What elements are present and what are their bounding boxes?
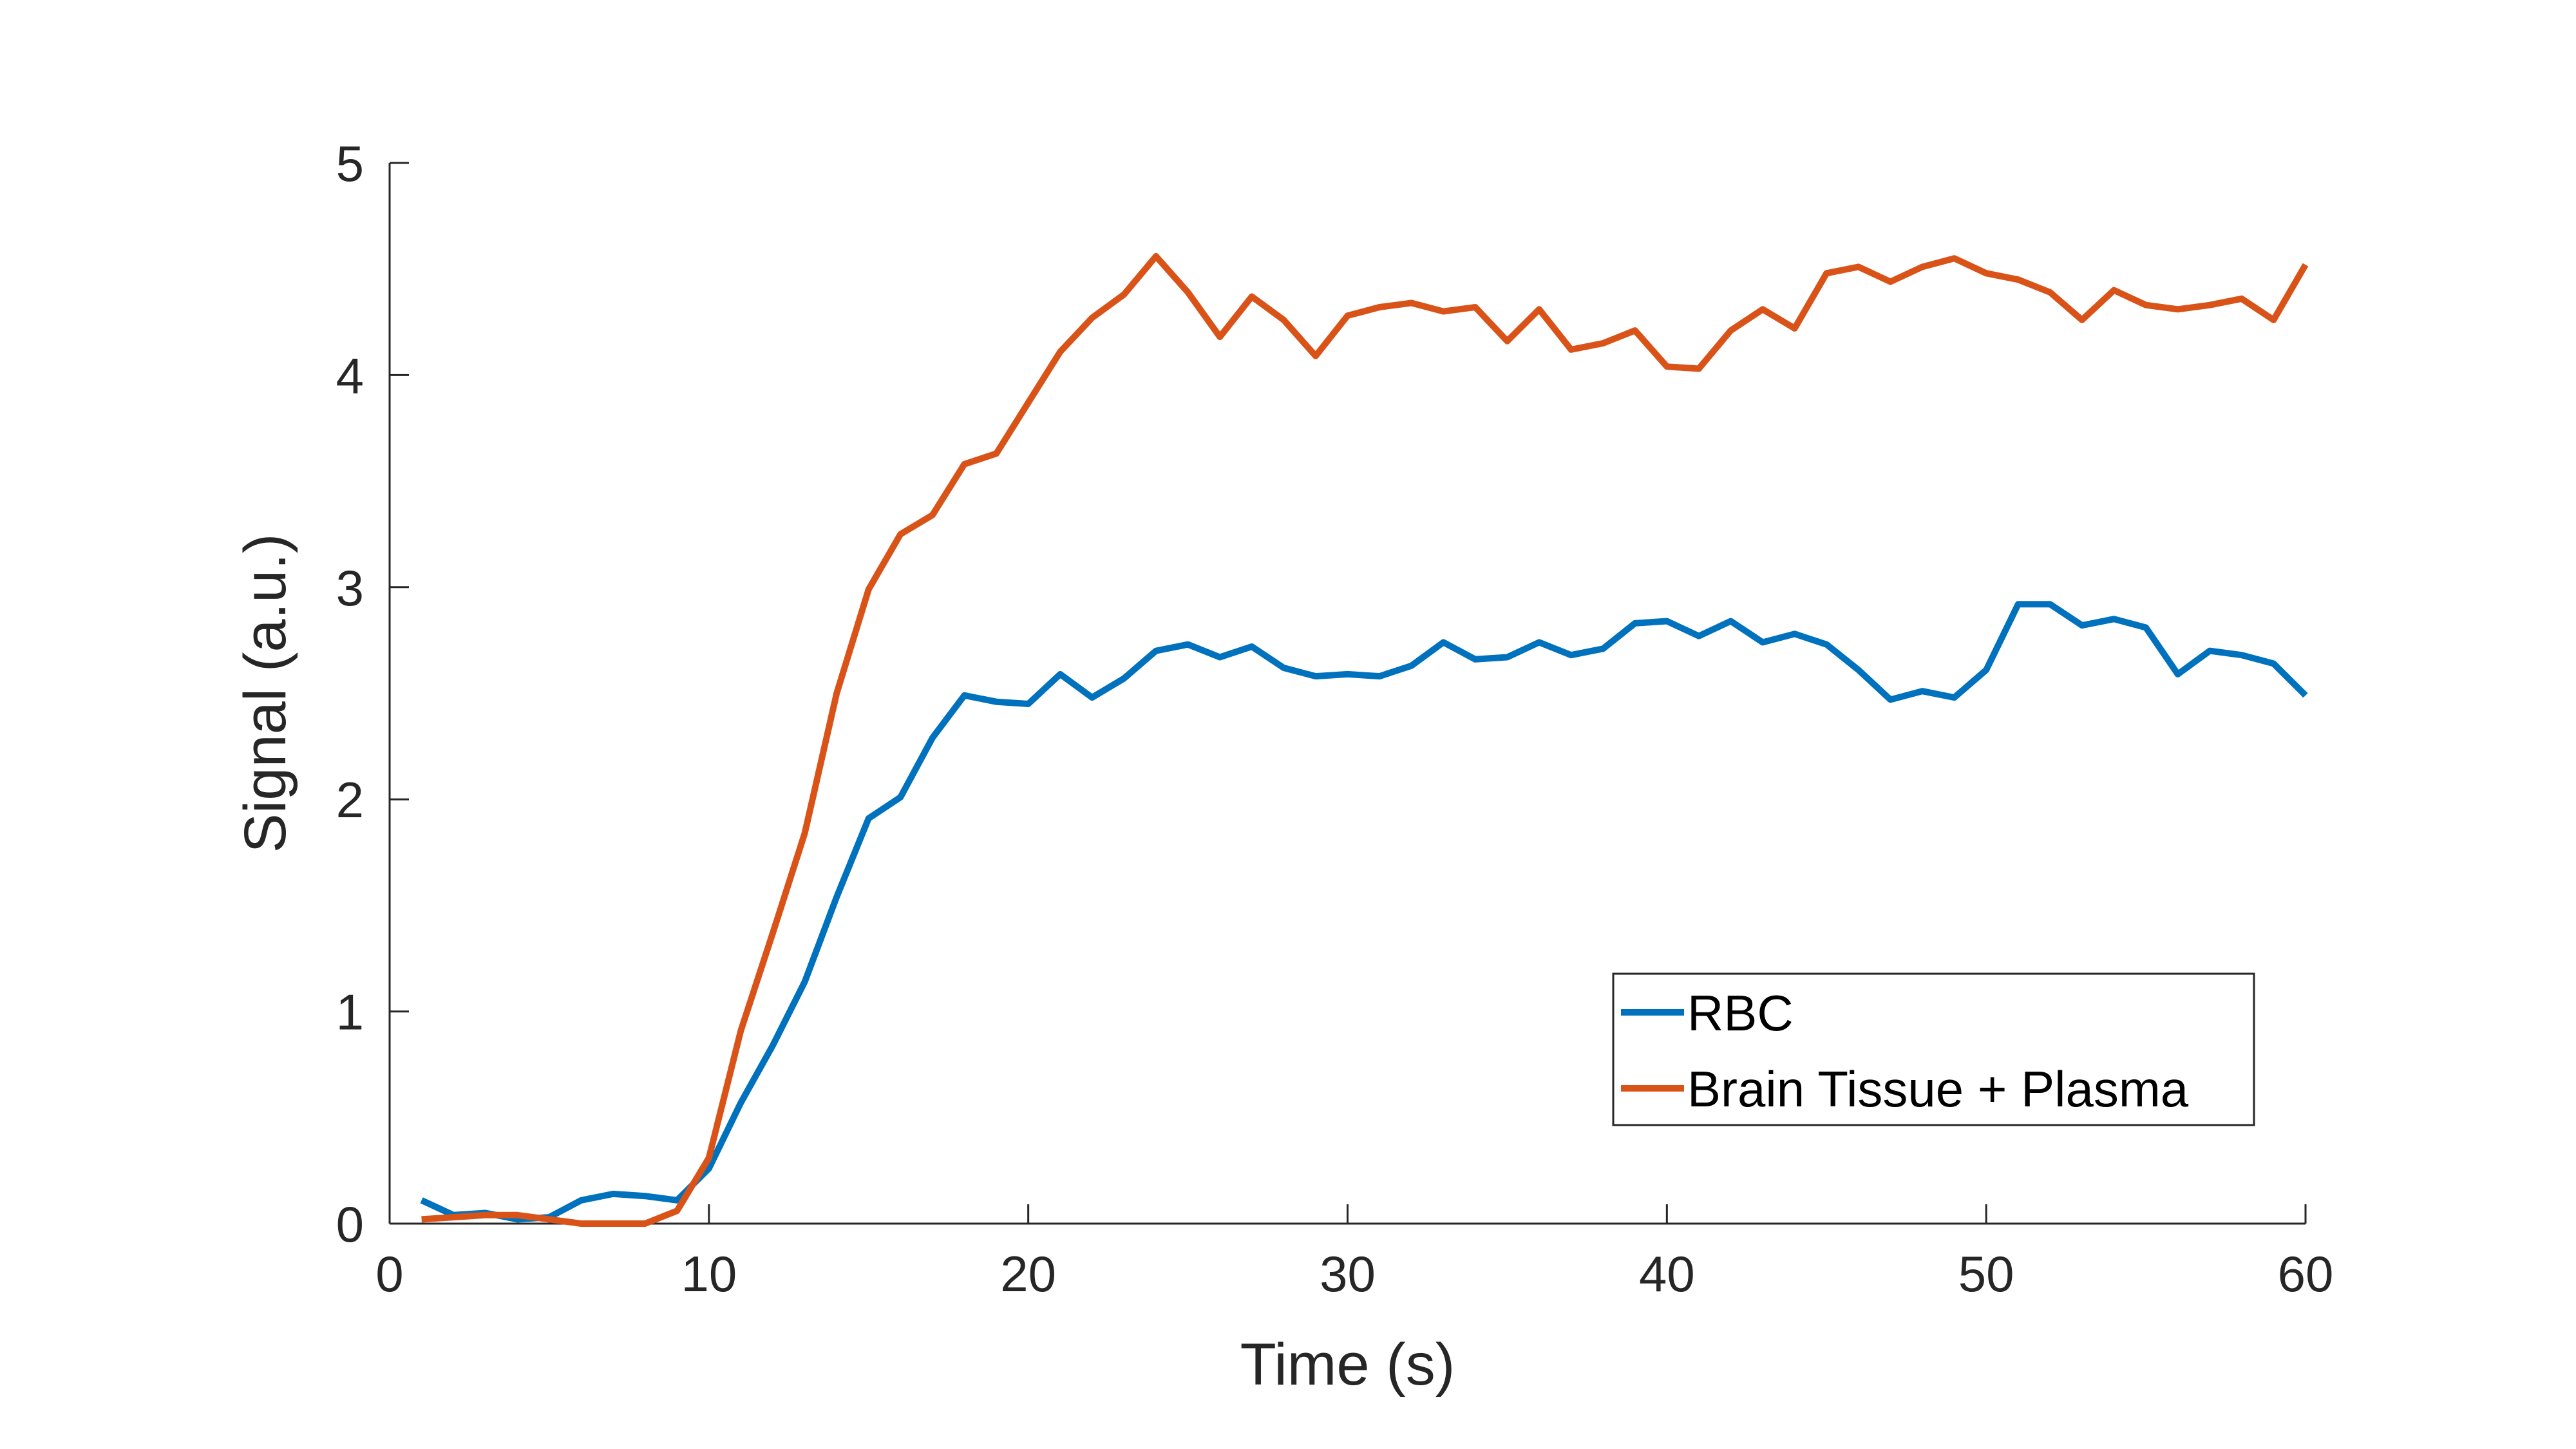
x-tick-label: 10 bbox=[681, 1245, 737, 1302]
y-tick-label: 4 bbox=[336, 347, 364, 404]
legend: RBC Brain Tissue + Plasma bbox=[1612, 972, 2255, 1126]
x-tick-label: 40 bbox=[1639, 1245, 1695, 1302]
x-tick-label: 60 bbox=[2278, 1245, 2334, 1302]
y-tick-label: 2 bbox=[336, 772, 364, 828]
series-lines bbox=[420, 252, 2309, 1227]
y-axis-title: Signal (a.u.) bbox=[232, 533, 298, 853]
series-line-rbc bbox=[420, 601, 2308, 1223]
x-tick-label: 0 bbox=[375, 1245, 403, 1302]
series-line-brain-tissue-plasma bbox=[421, 252, 2309, 1227]
y-tick-label: 5 bbox=[336, 135, 364, 192]
y-ticks: 0 1 2 3 4 5 bbox=[336, 135, 409, 1253]
y-tick-label: 0 bbox=[336, 1196, 364, 1253]
y-tick-label: 3 bbox=[336, 560, 364, 616]
x-ticks: 0 10 20 30 40 50 60 bbox=[375, 1204, 2333, 1302]
legend-box bbox=[1612, 972, 2255, 1126]
y-tick-label: 1 bbox=[336, 984, 364, 1041]
x-axis-title: Time (s) bbox=[1240, 1332, 1455, 1397]
x-tick-label: 30 bbox=[1320, 1245, 1376, 1302]
x-tick-label: 50 bbox=[1958, 1245, 2014, 1302]
legend-label: RBC bbox=[1687, 985, 1794, 1041]
legend-label: Brain Tissue + Plasma bbox=[1687, 1061, 2189, 1117]
x-tick-label: 20 bbox=[1000, 1245, 1056, 1302]
